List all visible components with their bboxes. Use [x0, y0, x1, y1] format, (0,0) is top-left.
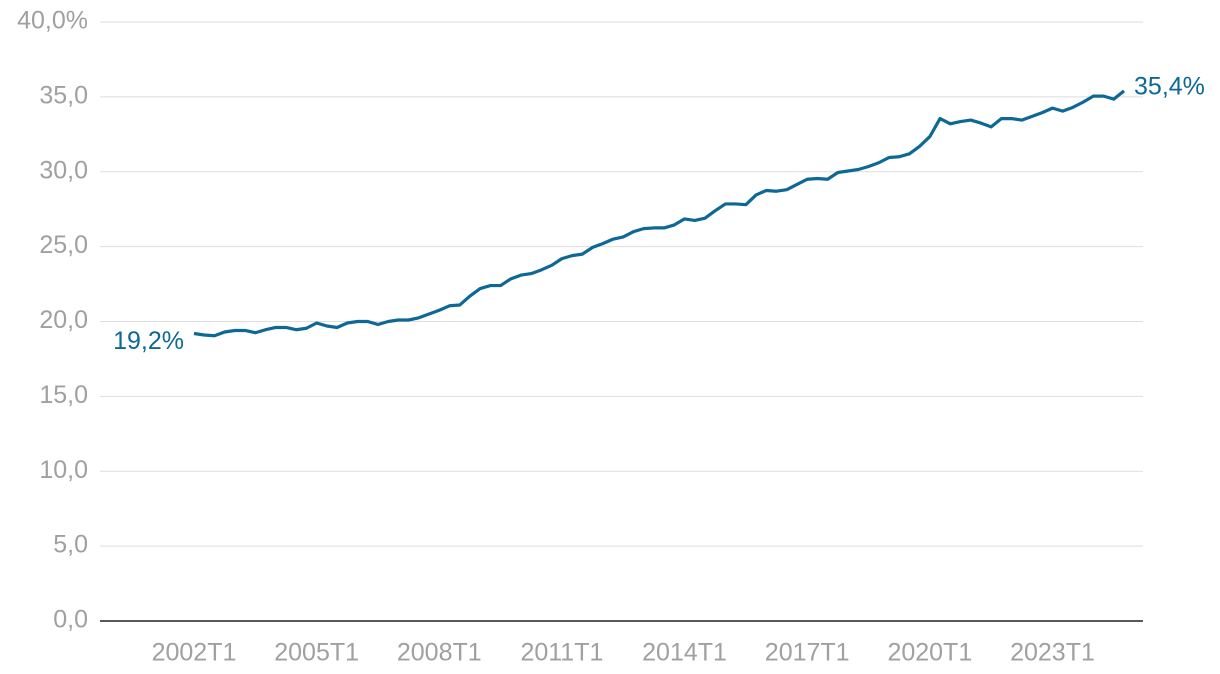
y-tick-label: 25,0	[39, 231, 88, 259]
x-tick-label: 2002T1	[152, 639, 237, 667]
value-label: 35,4%	[1134, 72, 1205, 100]
y-tick-label: 40,0%	[17, 7, 88, 35]
y-tick-label: 0,0	[53, 606, 88, 634]
y-tick-label: 5,0	[53, 531, 88, 559]
y-tick-label: 30,0	[39, 156, 88, 184]
y-tick-label: 20,0	[39, 306, 88, 334]
y-tick-label: 15,0	[39, 381, 88, 409]
x-tick-label: 2014T1	[642, 639, 727, 667]
y-tick-label: 10,0	[39, 456, 88, 484]
x-tick-label: 2008T1	[397, 639, 482, 667]
x-tick-label: 2011T1	[520, 639, 603, 667]
data-line	[193, 89, 1126, 338]
x-tick-label: 2005T1	[274, 639, 359, 667]
x-tick-label: 2017T1	[765, 639, 850, 667]
y-tick-label: 35,0	[39, 81, 88, 109]
x-tick-label: 2020T1	[887, 639, 972, 667]
x-tick-label: 2023T1	[1010, 639, 1095, 667]
value-label: 19,2%	[113, 327, 184, 355]
